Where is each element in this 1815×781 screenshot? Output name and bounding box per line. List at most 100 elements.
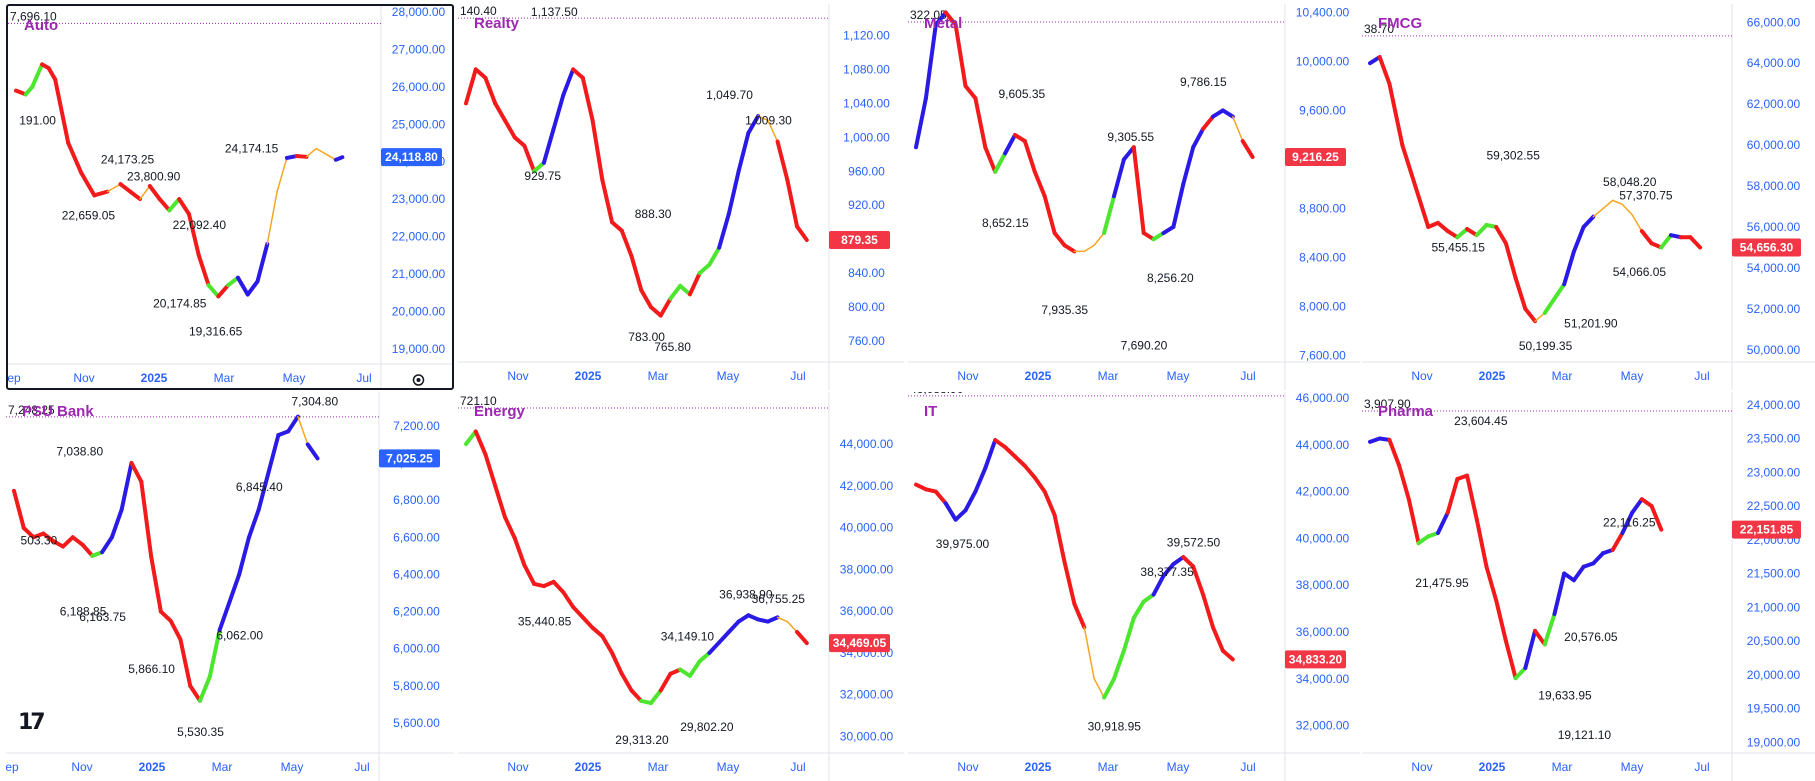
series-segment <box>502 118 517 140</box>
y-tick-label: 21,500.00 <box>1747 567 1801 581</box>
series-segment <box>246 507 261 540</box>
high-price-label: 38.70 <box>1364 22 1394 36</box>
x-tick-label: Nov <box>957 369 978 383</box>
series-segment <box>1387 437 1402 468</box>
y-tick-label: 38,000.00 <box>1296 578 1350 592</box>
series-segment <box>1474 222 1489 238</box>
series-segment <box>590 625 605 639</box>
x-tick-label: May <box>1167 369 1190 383</box>
series-segment <box>1445 477 1460 515</box>
high-price-label: 3,907.90 <box>1364 397 1411 411</box>
series-segment <box>235 275 250 297</box>
high-price-label: 140.40 <box>460 4 497 18</box>
series-segment <box>149 553 163 614</box>
series-segment <box>464 429 478 446</box>
series-segment <box>953 508 968 522</box>
price-annotation: 1,049.70 <box>706 88 753 102</box>
chart-svg: 721.1030,000.0032,000.0034,000.0036,000.… <box>458 392 904 781</box>
price-annotation: 23,604.45 <box>1454 414 1508 428</box>
chart-title: Realty <box>474 15 520 32</box>
series-segment <box>1602 199 1614 210</box>
y-tick-label: 6,600.00 <box>393 530 440 544</box>
y-tick-label: 10,000.00 <box>1296 54 1350 68</box>
last-price-tag <box>829 634 890 653</box>
chart-panel-it[interactable]: 46,088.90 32,000.00 34,000.00 36,000.00 38,0… <box>908 392 1360 781</box>
y-tick-label: 6,000.00 <box>393 642 440 656</box>
price-annotation: 19,633.95 <box>1538 689 1592 703</box>
x-tick-label: Mar <box>1552 369 1573 383</box>
series-segment <box>610 650 624 676</box>
series-segment <box>1621 203 1633 216</box>
chart-panel-fmcg[interactable]: 38.70 50,000.00 52,000.00 54,000.00 56,000.0… <box>1362 4 1815 390</box>
chart-svg: 3,907.90 19,000.00 19,500.00 20,000.00 20,50… <box>1362 392 1815 781</box>
price-annotation: 58,048.20 <box>1603 175 1657 189</box>
price-annotation: 30,918.95 <box>1088 719 1142 733</box>
price-annotation: 50,199.35 <box>1519 339 1573 353</box>
y-tick-label: 24,000.00 <box>1747 398 1801 412</box>
price-annotation: 20,576.05 <box>1564 630 1618 644</box>
y-tick-label: 23,000.00 <box>392 192 446 206</box>
y-tick-label: 52,000.00 <box>1747 302 1801 316</box>
x-tick-label: Nov <box>1411 760 1432 774</box>
series-segment <box>953 22 968 88</box>
series-segment <box>186 212 201 258</box>
y-tick-label: 8,400.00 <box>1299 251 1346 265</box>
series-segment <box>610 220 624 233</box>
series-segment <box>237 535 251 577</box>
price-annotation: 6,845.40 <box>236 480 283 494</box>
series-segment <box>1631 213 1643 232</box>
series-segment <box>1611 199 1624 206</box>
chart-panel-metal[interactable]: 322.05 7,600.00 8,000.00 8,400.00 8,800.00 9,… <box>908 4 1360 390</box>
series-segment <box>1552 571 1567 616</box>
series-segment <box>12 488 26 530</box>
series-segment <box>541 126 556 165</box>
chart-panel-energy[interactable]: 721.10 30,000.00 32,000.00 34,000.00 36,000.… <box>458 392 904 781</box>
gear-icon[interactable] <box>412 374 425 386</box>
series-segment <box>92 189 110 198</box>
price-annotation: 19,316.65 <box>189 325 243 339</box>
series-segment <box>1191 126 1206 150</box>
series-segment <box>1232 115 1244 142</box>
y-tick-label: 22,000.00 <box>392 230 446 244</box>
chart-panel-auto[interactable]: 7,696.10 19,000.00 20,000.00 21,000.00 22,00… <box>6 4 454 390</box>
chart-panel-realty[interactable]: 140.40760.00800.00840.00880.00920.00960.… <box>458 4 904 390</box>
series-segment <box>245 279 260 297</box>
series-segment <box>473 429 488 457</box>
y-tick-label: 1,080.00 <box>843 62 890 76</box>
price-annotation: 503.30 <box>21 534 58 548</box>
price-annotation: 38,377.35 <box>1140 565 1194 579</box>
series-segment <box>305 442 320 461</box>
price-annotation: 54,066.05 <box>1613 265 1667 279</box>
chart-svg: 7,248.25 5,600.00 5,800.00 6,000.00 6,200.00… <box>6 392 454 781</box>
x-tick-label: ep <box>8 371 21 385</box>
y-tick-label: 5,600.00 <box>393 716 440 730</box>
series-segment <box>41 531 56 543</box>
series-segment <box>256 470 271 512</box>
series-segment <box>933 489 948 506</box>
y-tick-label: 23,500.00 <box>1747 432 1801 446</box>
series-segment <box>1542 612 1557 647</box>
series-segment <box>687 659 702 678</box>
series-segment <box>188 683 203 703</box>
series-segment <box>1013 454 1027 468</box>
chart-panel-psu-bank[interactable]: 7,248.25 5,600.00 5,800.00 6,000.00 6,200.00… <box>6 392 454 781</box>
x-tick-label: May <box>283 371 306 385</box>
y-tick-label: 920.00 <box>848 198 885 212</box>
series-segment <box>1022 463 1037 480</box>
series-segment <box>1083 626 1095 680</box>
series-segment <box>1571 224 1586 254</box>
y-tick-label: 36,000.00 <box>1296 625 1350 639</box>
x-tick-label: 2025 <box>575 760 602 774</box>
series-segment <box>227 572 242 605</box>
series-segment <box>639 288 653 310</box>
y-tick-label: 21,000.00 <box>392 267 446 281</box>
series-segment <box>648 305 663 318</box>
series-segment <box>266 190 278 245</box>
series-segment <box>767 119 779 143</box>
series-segment <box>1620 510 1635 535</box>
chart-panel-pharma[interactable]: 3,907.90 19,000.00 19,500.00 20,000.00 20,50… <box>1362 392 1815 781</box>
tradingview-logo-icon: 17 <box>18 710 46 735</box>
high-price-label: 46,088.90 <box>910 392 964 396</box>
chart-title: Metal <box>924 15 962 32</box>
y-tick-label: 38,000.00 <box>840 562 894 576</box>
